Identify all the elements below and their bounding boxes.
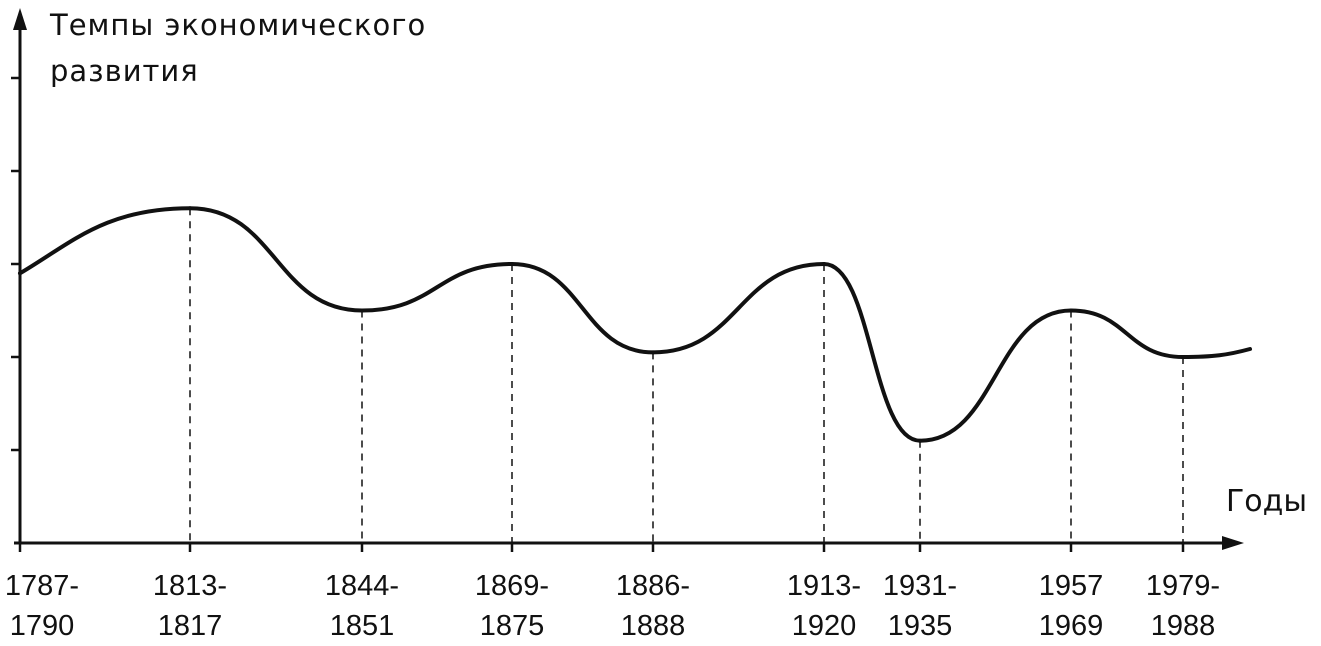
data-point (1069, 308, 1073, 313)
data-point (188, 206, 192, 211)
x-tick-label-start: 1979- (1145, 570, 1221, 602)
x-tick-label-start: 1931- (882, 570, 958, 602)
x-tick-label-end: 1888 (620, 610, 686, 642)
x-tick-label: 1913- 1920 (764, 566, 884, 646)
x-tick-label-end: 1935 (887, 610, 953, 642)
x-tick-label: 1957 1969 (1011, 566, 1131, 646)
x-tick-label: 1813- 1817 (130, 566, 250, 646)
x-tick-label-start: 1813- (152, 570, 228, 602)
x-tick-label: 1844- 1851 (302, 566, 422, 646)
x-tick-label-start: 1844- (324, 570, 400, 602)
x-tick-label-start: 1886- (615, 570, 691, 602)
x-tick-label-start: 1957 (1038, 570, 1104, 602)
x-tick-label: 1787- 1790 (0, 566, 102, 646)
x-tick-label-end: 1790 (9, 610, 75, 642)
x-tick-label-start: 1787- (4, 570, 80, 602)
x-tick-label: 1886- 1888 (593, 566, 713, 646)
data-point (822, 262, 826, 266)
x-tick-label: 1869- 1875 (452, 566, 572, 646)
x-tick-label: 1931- 1935 (860, 566, 980, 646)
economic-development-curve (18, 206, 1252, 443)
series (18, 206, 1252, 443)
x-tick-label-end: 1988 (1150, 610, 1216, 642)
x-axis-arrow (1222, 536, 1244, 550)
x-tick-label-start: 1913- (786, 570, 862, 602)
x-tick-label-start: 1869- (474, 570, 550, 602)
data-point (918, 438, 922, 443)
marker-lines (189, 208, 1184, 543)
data-point (510, 262, 514, 266)
x-tick-label-end: 1817 (157, 610, 223, 642)
y-axis-label-line-1: Темпы экономического (50, 8, 427, 42)
y-axis-label: Темпы экономического развития (50, 2, 426, 94)
y-axis-label-line-2: развития (50, 54, 199, 88)
x-tick-label-end: 1969 (1038, 610, 1104, 642)
x-tick-label-end: 1920 (791, 610, 857, 642)
axes (11, 8, 1244, 552)
x-tick-label: 1979- 1988 (1123, 566, 1243, 646)
data-point (1181, 355, 1185, 359)
x-axis-label: Годы (1226, 484, 1308, 519)
x-tick-label-end: 1851 (329, 610, 395, 642)
data-point (360, 308, 364, 313)
data-point (651, 350, 655, 355)
x-tick-label-end: 1875 (479, 610, 545, 642)
y-axis-arrow (13, 8, 27, 30)
data-point (18, 271, 22, 276)
